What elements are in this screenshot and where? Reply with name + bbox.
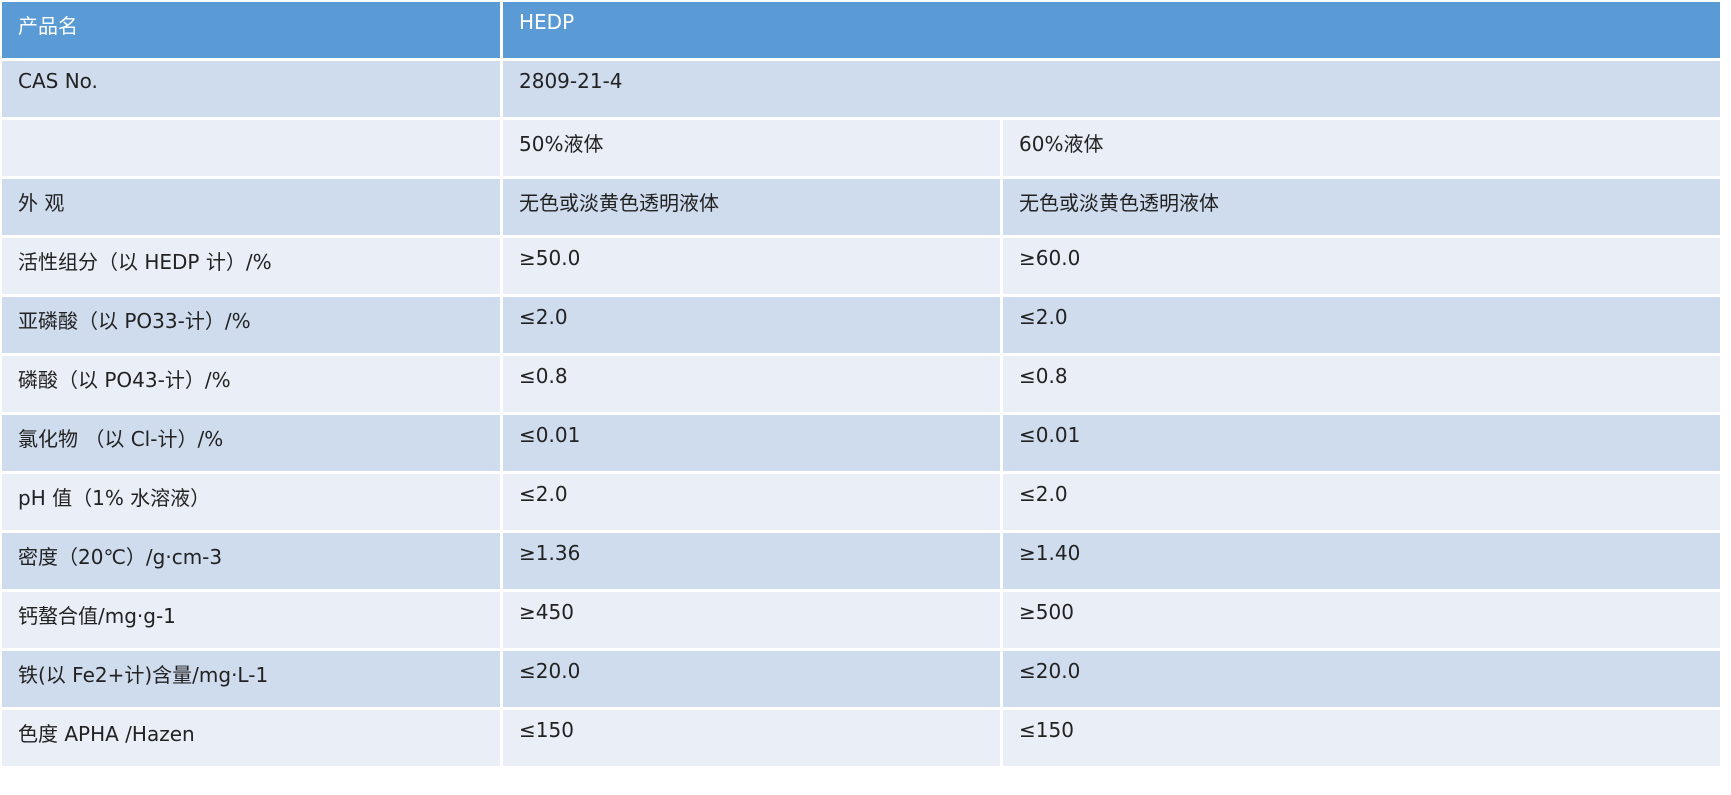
table-row: 外 观无色或淡黄色透明液体 无色或淡黄色透明液体 [2,179,1720,235]
cas-value: 2809-21-4 [503,61,1720,117]
value-50: ≤0.8 [503,356,1000,412]
table-row: 活性组分（以 HEDP 计）/% ≥50.0 ≥60.0 [2,238,1720,294]
header-product: HEDP [503,2,1720,58]
cas-row: CAS No. 2809-21-4 [2,61,1720,117]
value-60: 无色或淡黄色透明液体 [1003,179,1720,235]
table-row: 色度 APHA /Hazen ≤150 ≤150 [2,710,1720,766]
row-label: pH 值（1% 水溶液） [2,474,500,530]
value-50: ≤2.0 [503,474,1000,530]
table-row: 磷酸（以 PO43-计）/% ≤0.8 ≤0.8 [2,356,1720,412]
value-50: ≤20.0 [503,651,1000,707]
value-50: ≤150 [503,710,1000,766]
grade-60: 60%液体 [1003,120,1720,176]
value-60: ≤0.8 [1003,356,1720,412]
value-60: ≤2.0 [1003,297,1720,353]
table-row: 亚磷酸（以 PO33-计）/% ≤2.0 ≤2.0 [2,297,1720,353]
table-row: 铁(以 Fe2+计)含量/mg·L-1 ≤20.0 ≤20.0 [2,651,1720,707]
value-60: ≤2.0 [1003,474,1720,530]
row-label: 钙螯合值/mg·g-1 [2,592,500,648]
header-label: 产品名 [2,2,500,58]
row-label: 活性组分（以 HEDP 计）/% [2,238,500,294]
row-label: 密度（20℃）/g·cm-3 [2,533,500,589]
grade-row: 50%液体 60%液体 [2,120,1720,176]
value-50: ≥50.0 [503,238,1000,294]
table-row: 密度（20℃）/g·cm-3 ≥1.36 ≥1.40 [2,533,1720,589]
grade-blank [2,120,500,176]
value-60: ≤20.0 [1003,651,1720,707]
value-50: ≥450 [503,592,1000,648]
table-header-row: 产品名 HEDP [2,2,1720,58]
table-row: 氯化物 （以 Cl-计）/% ≤0.01 ≤0.01 [2,415,1720,471]
value-60: ≥1.40 [1003,533,1720,589]
value-50: 无色或淡黄色透明液体 [503,179,1000,235]
value-50: ≤0.01 [503,415,1000,471]
row-label: 外 观 [2,179,500,235]
row-label: 磷酸（以 PO43-计）/% [2,356,500,412]
row-label: 色度 APHA /Hazen [2,710,500,766]
value-50: ≤2.0 [503,297,1000,353]
hedp-spec-table: 产品名 HEDP CAS No. 2809-21-4 50%液体 60%液体 外… [2,2,1720,766]
value-60: ≥60.0 [1003,238,1720,294]
cas-label: CAS No. [2,61,500,117]
value-60: ≤150 [1003,710,1720,766]
row-label: 铁(以 Fe2+计)含量/mg·L-1 [2,651,500,707]
value-60: ≥500 [1003,592,1720,648]
value-60: ≤0.01 [1003,415,1720,471]
row-label: 亚磷酸（以 PO33-计）/% [2,297,500,353]
table-row: 钙螯合值/mg·g-1 ≥450 ≥500 [2,592,1720,648]
table-row: pH 值（1% 水溶液） ≤2.0 ≤2.0 [2,474,1720,530]
grade-50: 50%液体 [503,120,1000,176]
value-50: ≥1.36 [503,533,1000,589]
row-label: 氯化物 （以 Cl-计）/% [2,415,500,471]
